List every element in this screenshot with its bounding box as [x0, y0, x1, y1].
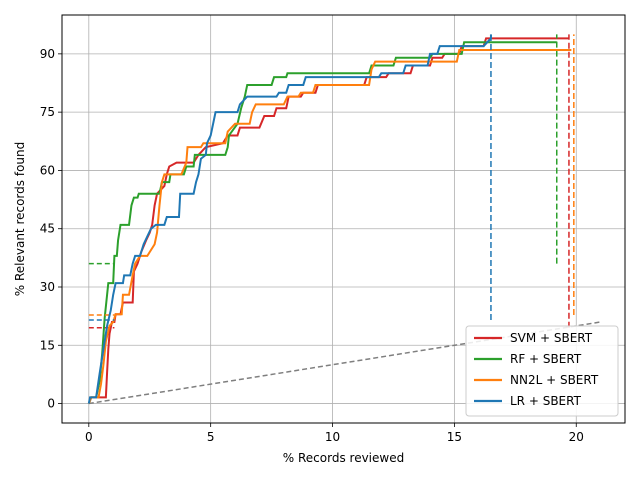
legend: SVM + SBERT RF + SBERT NN2L + SBERT LR + SB…	[465, 325, 619, 417]
y-axis-label: % Relevant records found	[13, 142, 27, 297]
grid-lines	[62, 15, 625, 423]
legend-entry: SVM + SBERT	[510, 331, 593, 345]
y-tick-label: 75	[40, 105, 55, 119]
legend-entry: RF + SBERT	[510, 352, 582, 366]
legend-entry: NN2L + SBERT	[510, 373, 599, 387]
rf-sbert-curve	[87, 41, 557, 404]
x-tick-label: 20	[569, 430, 584, 444]
plot-area	[87, 34, 601, 405]
axis-ticks: 0 5 10 15 20 0 15 30 45 60 75 90	[40, 47, 584, 444]
y-tick-label: 60	[40, 163, 55, 177]
y-tick-label: 0	[47, 397, 55, 411]
y-tick-label: 90	[40, 47, 55, 61]
legend-entry: LR + SBERT	[510, 394, 582, 408]
plot-frame	[61, 14, 626, 424]
x-axis-label: % Records reviewed	[283, 451, 404, 465]
random-baseline-line	[88, 321, 601, 405]
x-tick-label: 5	[207, 430, 215, 444]
x-tick-label: 0	[85, 430, 93, 444]
y-tick-label: 30	[40, 280, 55, 294]
legend-box	[465, 325, 619, 417]
x-tick-label: 15	[447, 430, 462, 444]
y-tick-label: 15	[40, 338, 55, 352]
lr-sbert-curve	[87, 34, 492, 404]
x-tick-label: 10	[325, 430, 340, 444]
y-tick-label: 45	[40, 222, 55, 236]
